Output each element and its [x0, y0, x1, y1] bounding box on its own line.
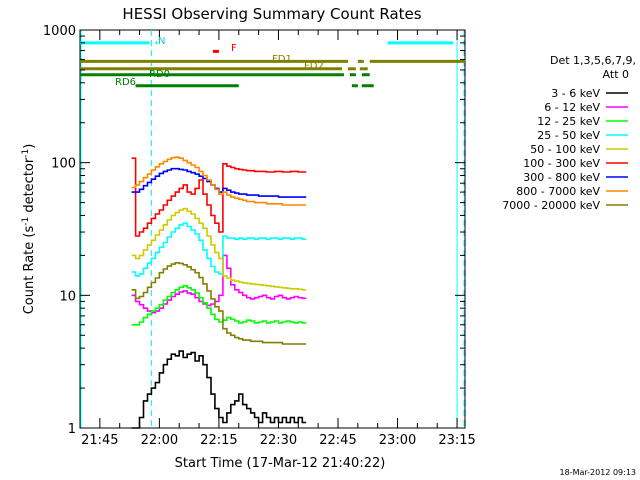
x-tick-label: 22:15 — [200, 433, 237, 448]
x-tick-label: 23:15 — [438, 433, 475, 448]
legend: Det 1,3,5,6,7,9, Att 0 3 - 6 keV 6 - 12 … — [502, 54, 636, 212]
y-label-part-b: detector — [22, 157, 37, 217]
bar-label-fd1: FD1 — [272, 54, 292, 65]
y-tick-label: 10 — [59, 289, 76, 304]
legend-header-1: Det 1,3,5,6,7,9, — [550, 54, 636, 67]
x-tick-label: 21:45 — [81, 433, 118, 448]
plot-frame — [79, 29, 466, 429]
x-axis-label: Start Time (17-Mar-12 21:40:22) — [175, 456, 386, 471]
x-tick-label: 23:00 — [379, 433, 416, 448]
x-tick-label: 22:45 — [319, 433, 356, 448]
y-label-part-c: ) — [22, 144, 37, 149]
bar-label-fd2: FD2 — [304, 61, 324, 72]
series-line-3 — [131, 222, 307, 277]
y-label-part-a: Count Rate (s — [22, 226, 37, 315]
x-tick-label: 22:30 — [260, 433, 297, 448]
timestamp: 18-Mar-2012 09:13 — [560, 468, 637, 477]
chart-title: HESSI Observing Summary Count Rates — [122, 5, 421, 23]
legend-label-0: 3 - 6 keV — [551, 87, 600, 100]
legend-header-2: Att 0 — [603, 68, 629, 81]
y-axis-label: Count Rate (s-1 detector-1) — [21, 144, 37, 315]
legend-label-3: 25 - 50 keV — [537, 129, 600, 142]
series-line-4 — [131, 207, 307, 291]
series-line-1 — [131, 254, 307, 314]
legend-label-6: 300 - 800 keV — [523, 171, 600, 184]
bar-label-rd0: RD0 — [149, 69, 170, 80]
y-label-sup-1: -1 — [21, 217, 31, 226]
y-tick-label: 100 — [51, 157, 76, 172]
bar-label-n: N — [158, 36, 165, 47]
series-line-5 — [131, 157, 307, 237]
bar-label-f: F — [231, 43, 237, 54]
legend-label-5: 100 - 300 keV — [523, 157, 600, 170]
series-line-6 — [131, 167, 307, 198]
series-line-7 — [131, 156, 307, 206]
series-line-0 — [131, 350, 307, 429]
x-tick-label: 22:00 — [141, 433, 178, 448]
y-label-sup-2: -1 — [21, 149, 31, 158]
series-line-8 — [131, 262, 307, 345]
legend-label-7: 800 - 7000 keV — [516, 185, 600, 198]
y-tick-label: 1 — [68, 422, 76, 437]
legend-label-8: 7000 - 20000 keV — [502, 199, 600, 212]
bar-label-rd6: RD6 — [115, 77, 136, 88]
legend-label-4: 50 - 100 keV — [530, 143, 600, 156]
legend-label-2: 12 - 25 keV — [537, 115, 600, 128]
series-line-2 — [131, 285, 307, 326]
y-tick-label: 1000 — [43, 24, 76, 39]
legend-label-1: 6 - 12 keV — [544, 101, 600, 114]
